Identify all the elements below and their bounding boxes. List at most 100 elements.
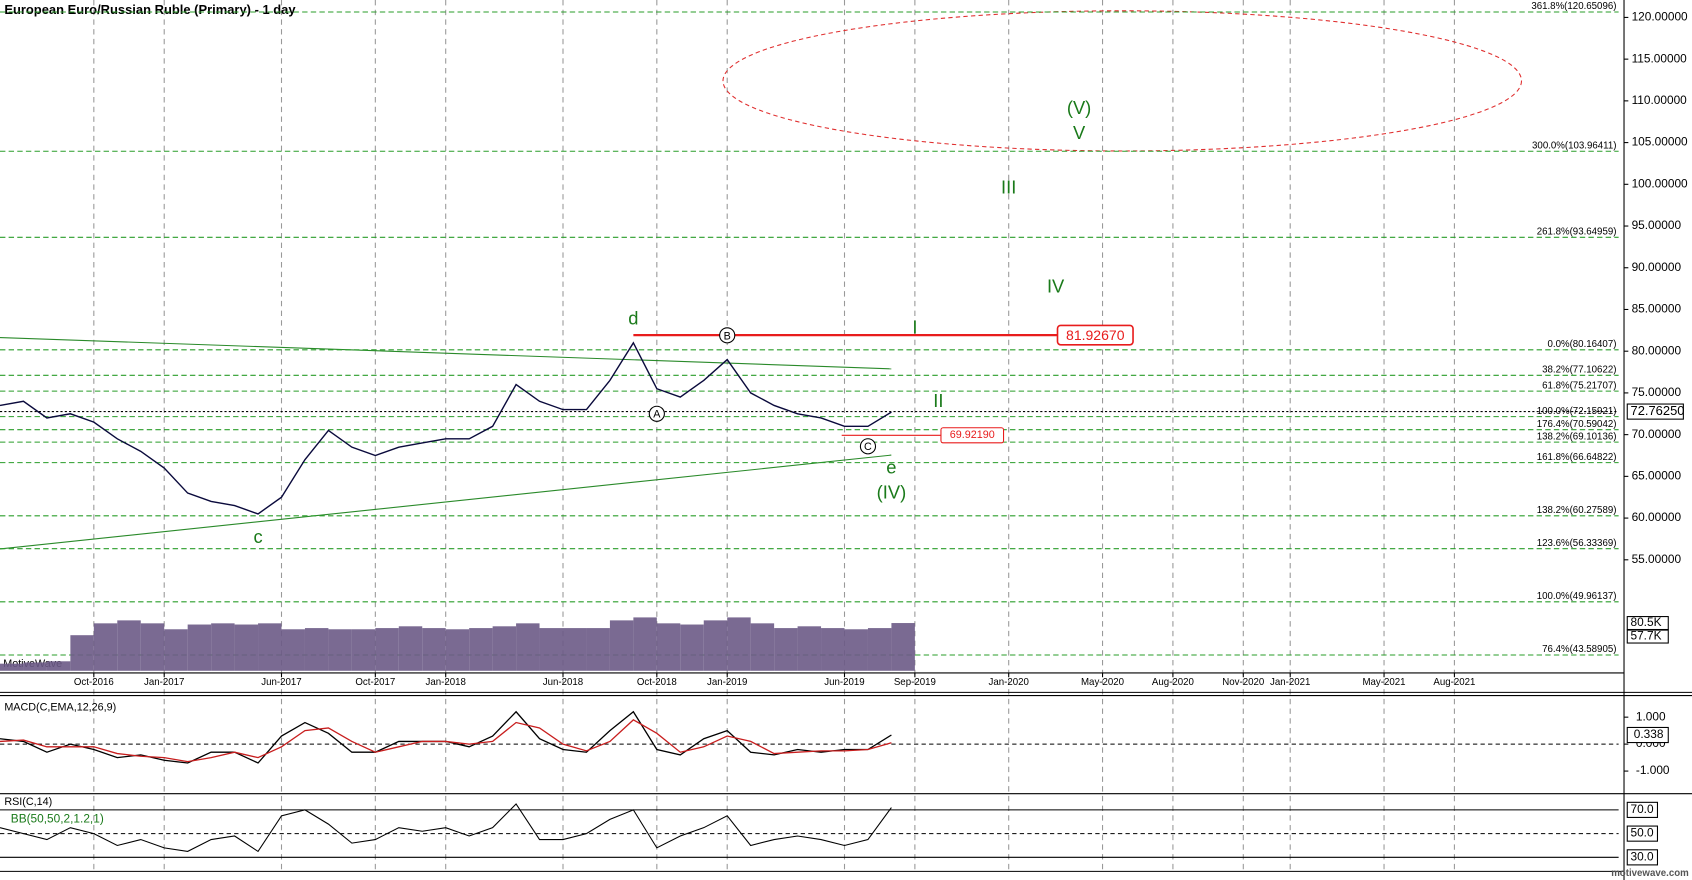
y-tick-label: 100.00000 bbox=[1632, 176, 1688, 190]
trendline bbox=[0, 454, 892, 550]
x-tick-label: Jan-2021 bbox=[1270, 677, 1310, 688]
macd-box bbox=[1626, 726, 1669, 744]
y-tick-label: 75.00000 bbox=[1632, 385, 1682, 399]
volume-bar bbox=[93, 623, 118, 671]
bb-label: BB(50,50,2,1.2,1) bbox=[11, 812, 104, 826]
volume-bar bbox=[703, 620, 728, 671]
chart-title: European Euro/Russian Ruble (Primary) - … bbox=[4, 2, 296, 17]
y-tick-label: 110.00000 bbox=[1632, 93, 1688, 107]
volume-bar bbox=[562, 628, 587, 671]
volume-bar bbox=[211, 623, 235, 671]
volume-box bbox=[1626, 629, 1669, 644]
fib-label: 61.8%(75.21707) bbox=[1542, 380, 1616, 391]
y-tick-label: 30.0 bbox=[1630, 849, 1653, 863]
trendline bbox=[0, 337, 892, 370]
wave-circle bbox=[648, 405, 665, 422]
last-price-label: 72.76250 bbox=[1630, 403, 1684, 418]
y-tick-label: 115.00000 bbox=[1632, 51, 1688, 65]
volume-bar bbox=[821, 628, 845, 671]
y-tick-label: 120.00000 bbox=[1632, 10, 1688, 24]
fib-label: 361.8%(120.65096) bbox=[1531, 1, 1616, 12]
y-tick-label: -1.000 bbox=[1636, 763, 1670, 777]
volume-bar bbox=[774, 628, 798, 671]
wave-label: V bbox=[1073, 122, 1086, 143]
volume-bar bbox=[117, 620, 141, 671]
x-tick-label: Jan-2018 bbox=[425, 677, 465, 688]
fib-label: 76.4%(43.58905) bbox=[1542, 644, 1616, 655]
volume-bar bbox=[633, 617, 657, 671]
volume-bar bbox=[187, 624, 212, 671]
wave-circle bbox=[859, 438, 877, 455]
fib-label: 261.8%(93.64959) bbox=[1537, 226, 1617, 237]
volume-bar bbox=[750, 623, 775, 671]
y-tick-label: 60.00000 bbox=[1632, 510, 1682, 524]
wave-label: IV bbox=[1047, 276, 1065, 297]
y-tick-label: 95.00000 bbox=[1632, 218, 1682, 232]
volume-bar bbox=[797, 626, 822, 671]
x-tick-label: Jan-2020 bbox=[988, 677, 1029, 688]
target-zone bbox=[722, 10, 1523, 152]
x-tick-label: Oct-2018 bbox=[637, 677, 677, 688]
x-tick-label: Oct-2017 bbox=[355, 677, 395, 688]
rsi-box bbox=[1626, 849, 1659, 866]
volume-bar bbox=[516, 623, 540, 671]
y-tick-label: 50.0 bbox=[1630, 826, 1653, 840]
volume-bar bbox=[844, 629, 868, 671]
x-tick-label: Jan-2017 bbox=[144, 677, 184, 688]
macd-title: MACD(C,EMA,12,26,9) bbox=[4, 701, 116, 713]
x-tick-label: Nov-2020 bbox=[1222, 677, 1265, 688]
volume-bar bbox=[281, 629, 305, 671]
y-tick-label: 80.00000 bbox=[1632, 343, 1682, 357]
volume-bar bbox=[422, 628, 446, 671]
volume-bar bbox=[867, 628, 892, 671]
wave-label: I bbox=[912, 317, 917, 338]
wave-label: (IV) bbox=[877, 482, 907, 503]
wave-circle bbox=[719, 327, 736, 344]
x-tick-label: Jun-2017 bbox=[261, 677, 301, 688]
volume-bar bbox=[656, 623, 681, 671]
fib-label: 0.0%(80.16407) bbox=[1547, 339, 1616, 350]
y-tick-label: 55.00000 bbox=[1632, 552, 1682, 566]
volume-bar bbox=[891, 623, 915, 671]
fib-label: 123.6%(56.33369) bbox=[1537, 538, 1617, 549]
x-tick-label: Jun-2019 bbox=[824, 677, 864, 688]
volume-bar bbox=[609, 620, 634, 671]
x-tick-label: Sep-2019 bbox=[894, 677, 936, 688]
y-tick-label: 85.00000 bbox=[1632, 302, 1682, 316]
volume-bar bbox=[351, 629, 376, 671]
wave-label: (V) bbox=[1067, 97, 1091, 118]
target-box bbox=[1056, 324, 1134, 346]
last-price-box bbox=[1626, 403, 1684, 420]
x-tick-label: Jun-2018 bbox=[543, 677, 583, 688]
wave-label: III bbox=[1001, 176, 1016, 197]
volume-bar bbox=[398, 626, 423, 671]
volume-bar bbox=[23, 662, 47, 671]
volume-bar bbox=[304, 628, 329, 671]
volume-label: 57.7K bbox=[1630, 629, 1661, 643]
volume-bar bbox=[586, 628, 610, 671]
rsi-line bbox=[0, 803, 892, 853]
volume-bar bbox=[539, 628, 563, 671]
fib-label: 138.2%(60.27589) bbox=[1537, 505, 1617, 516]
y-tick-label: 1.000 bbox=[1636, 709, 1666, 723]
volume-bar bbox=[258, 623, 282, 671]
x-tick-label: Jan-2019 bbox=[707, 677, 747, 688]
volume-bar bbox=[46, 661, 71, 671]
fib-label: 161.8%(66.64822) bbox=[1537, 452, 1617, 463]
y-tick-label: 65.00000 bbox=[1632, 469, 1682, 483]
wave-label: C bbox=[864, 441, 872, 453]
support-label: 69.92190 bbox=[950, 429, 995, 441]
x-tick-label: May-2020 bbox=[1081, 677, 1125, 688]
volume-bar bbox=[328, 629, 352, 671]
wave-label: II bbox=[933, 390, 943, 411]
macd-last: 0.338 bbox=[1634, 727, 1664, 741]
volume-bar bbox=[70, 635, 94, 671]
fib-label: 138.2%(69.10136) bbox=[1537, 431, 1617, 442]
wave-label: e bbox=[886, 457, 896, 478]
rsi-title: RSI(C,14) bbox=[4, 796, 52, 808]
volume-bar bbox=[469, 628, 493, 671]
wave-label: d bbox=[628, 307, 638, 328]
target-label: 81.92670 bbox=[1066, 327, 1125, 343]
